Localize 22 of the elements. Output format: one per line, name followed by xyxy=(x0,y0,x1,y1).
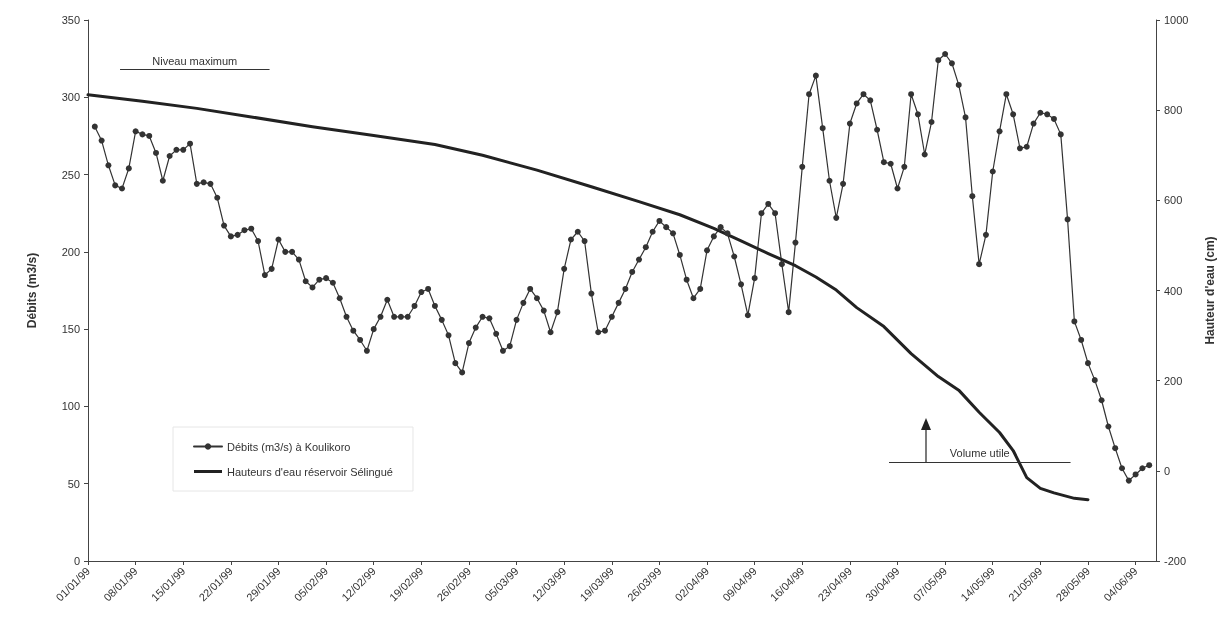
y-tick-label: 0 xyxy=(73,555,80,567)
y-tick-label: 200 xyxy=(61,245,80,258)
y-tick-label: 250 xyxy=(61,168,80,181)
legend-label: Débits (m3/s) à Koulikoro xyxy=(227,440,351,453)
ref-line-label: Volume utile xyxy=(949,447,1010,460)
line-series xyxy=(86,93,1090,502)
ref-line-label: Niveau maximum xyxy=(152,55,238,68)
y2-axis-title: Hauteur d'eau (cm) xyxy=(1203,236,1217,345)
y2-tick-label: 0 xyxy=(1164,464,1171,477)
y2-tick-label: 800 xyxy=(1164,104,1183,117)
y2-tick-label: -200 xyxy=(1164,555,1187,567)
y-tick-label: 300 xyxy=(61,91,80,104)
y-tick-label: 100 xyxy=(61,400,80,413)
y-tick-label: 150 xyxy=(61,323,80,336)
y2-tick-label: 400 xyxy=(1164,284,1183,297)
y-tick-label: 50 xyxy=(67,477,80,490)
legend-label: Hauteurs d'eau réservoir Sélingué xyxy=(227,465,393,478)
y2-tick-label: 600 xyxy=(1164,194,1183,207)
y-tick-label: 350 xyxy=(61,14,80,26)
y2-tick-label: 200 xyxy=(1164,374,1183,387)
y-axis-title: Débits (m3/s) xyxy=(25,252,39,329)
y2-tick-label: 1000 xyxy=(1164,14,1189,26)
